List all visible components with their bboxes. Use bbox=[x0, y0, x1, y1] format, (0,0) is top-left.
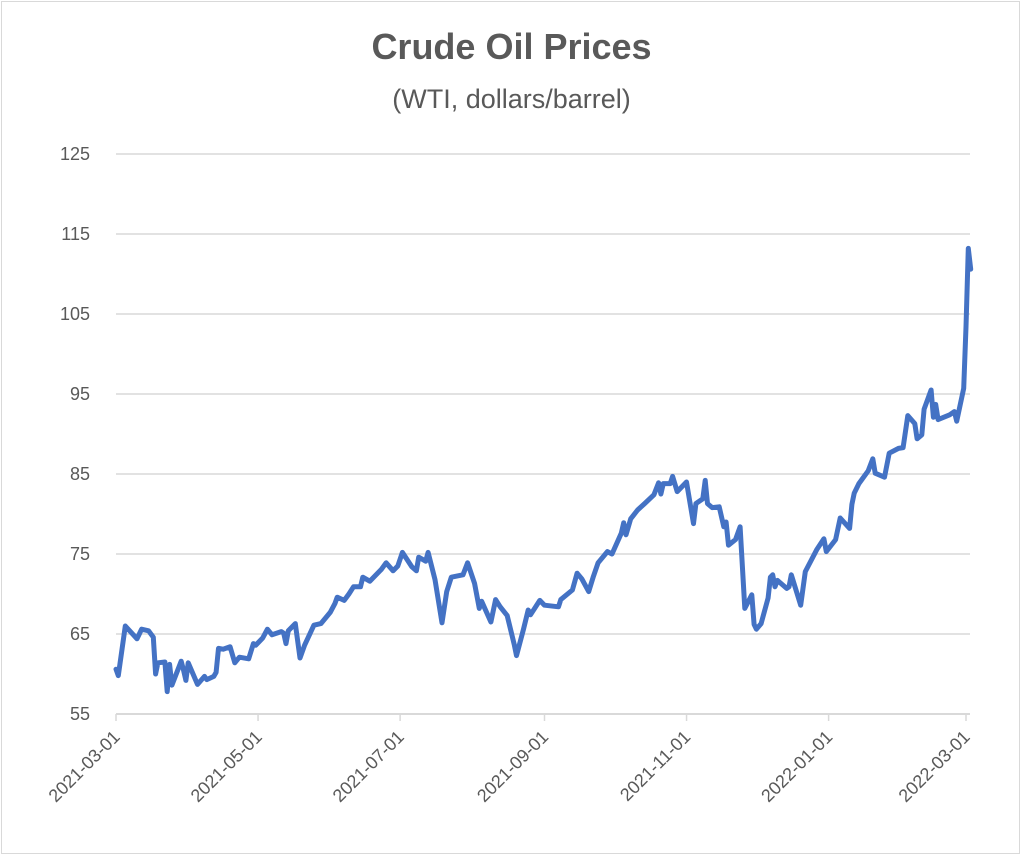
x-tick-label: 2021-09-01 bbox=[473, 727, 552, 806]
y-tick-label: 85 bbox=[70, 464, 90, 484]
x-tick-label: 2021-05-01 bbox=[187, 727, 266, 806]
y-tick-label: 55 bbox=[70, 704, 90, 724]
y-tick-label: 75 bbox=[70, 544, 90, 564]
y-tick-label: 115 bbox=[61, 224, 90, 244]
x-tick-label: 2021-11-01 bbox=[616, 727, 694, 805]
x-tick-label: 2021-07-01 bbox=[329, 727, 408, 806]
x-tick-label: 2022-03-01 bbox=[895, 727, 974, 806]
y-tick-label: 105 bbox=[60, 304, 90, 324]
x-tick-label: 2021-03-01 bbox=[45, 727, 124, 806]
series-line-wti bbox=[113, 245, 974, 695]
y-tick-label: 125 bbox=[60, 144, 90, 164]
chart-subtitle: (WTI, dollars/barrel) bbox=[392, 84, 631, 114]
x-tick-label: 2022-01-01 bbox=[757, 727, 836, 806]
y-tick-label: 65 bbox=[70, 624, 90, 644]
chart-title: Crude Oil Prices bbox=[371, 26, 652, 67]
y-tick-label: 95 bbox=[70, 384, 90, 404]
